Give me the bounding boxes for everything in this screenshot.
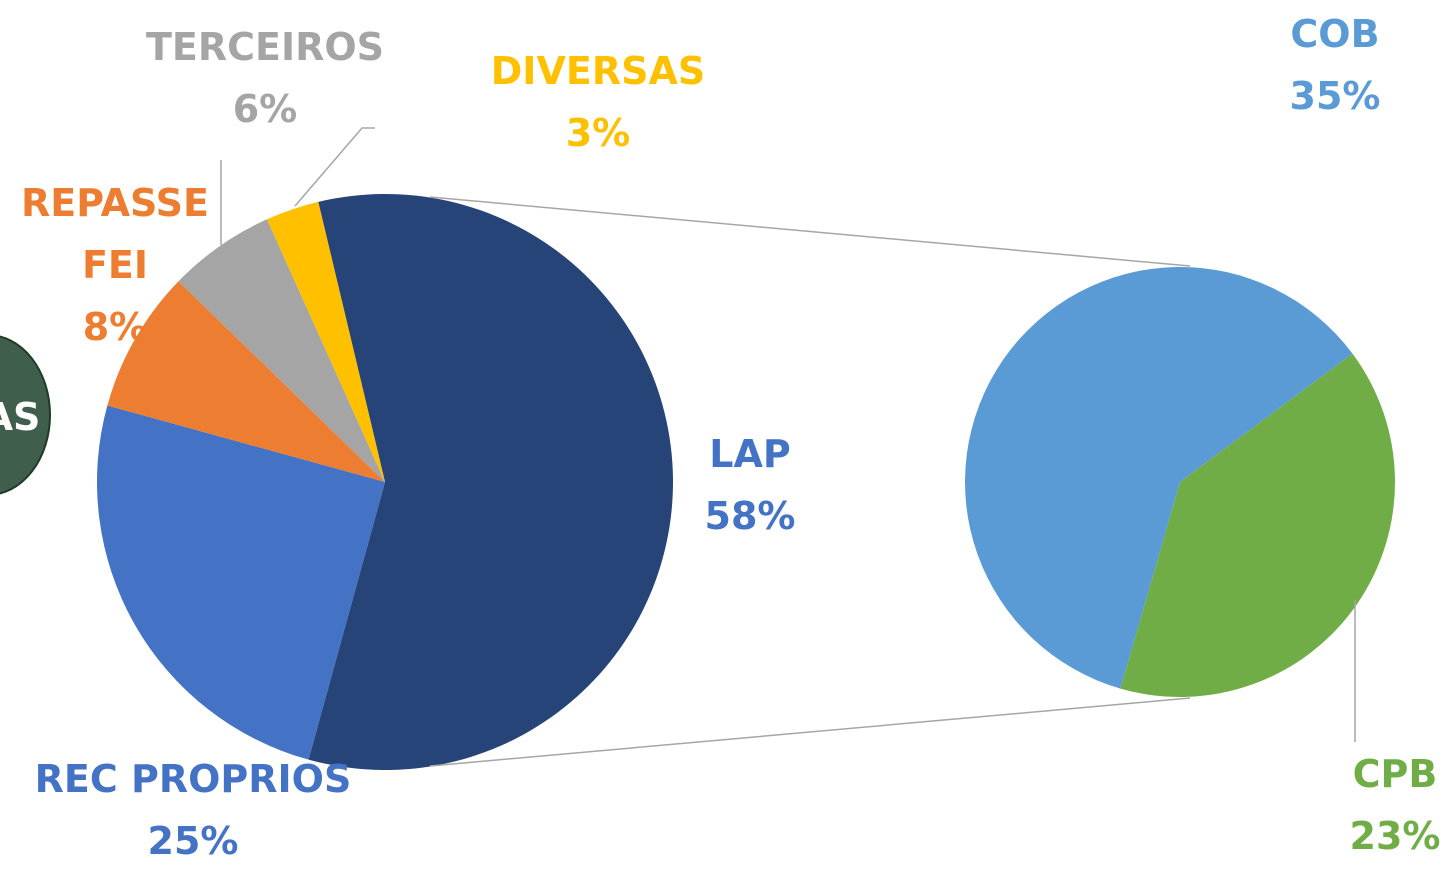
pie-slice bbox=[178, 219, 385, 483]
pie-slice bbox=[308, 193, 673, 770]
connector-line bbox=[429, 697, 1191, 767]
label-value: 23% bbox=[1349, 814, 1441, 858]
data-label: TERCEIROS 6% bbox=[105, 16, 425, 140]
pie-slice bbox=[97, 405, 386, 760]
data-label: DIVERSAS 3% bbox=[448, 40, 748, 164]
data-label: REPASSE FEI 8% bbox=[5, 172, 225, 358]
label-value: 6% bbox=[232, 87, 298, 131]
badge-label: AS bbox=[0, 395, 40, 439]
label-name: COB bbox=[1290, 12, 1380, 56]
label-name: TERCEIROS bbox=[145, 25, 385, 69]
connector-line bbox=[429, 196, 1191, 267]
label-name: DIVERSAS bbox=[490, 49, 706, 93]
label-value: 35% bbox=[1289, 74, 1381, 118]
label-name: CPB bbox=[1352, 752, 1438, 796]
label-value: 8% bbox=[82, 305, 148, 349]
pie-slice bbox=[1120, 353, 1395, 697]
label-name: LAP bbox=[709, 432, 791, 476]
pies bbox=[97, 193, 1395, 770]
label-value: 3% bbox=[565, 111, 631, 155]
label-name: REC PROPRIOS bbox=[34, 757, 352, 801]
pie-slice bbox=[266, 201, 385, 482]
data-label: CPB 23% bbox=[1295, 743, 1450, 867]
pie-slice bbox=[964, 266, 1353, 689]
label-value: 25% bbox=[147, 819, 239, 863]
leader-line bbox=[294, 127, 375, 207]
badge-shape bbox=[0, 335, 51, 495]
label-value: 58% bbox=[704, 494, 796, 538]
badge: AS bbox=[0, 335, 51, 495]
data-label: COB 35% bbox=[1235, 3, 1435, 127]
pie-slice bbox=[107, 281, 386, 482]
data-label: LAP 58% bbox=[650, 423, 850, 547]
label-name: REPASSE FEI bbox=[21, 181, 209, 287]
connectors bbox=[220, 127, 1356, 767]
data-label: REC PROPRIOS 25% bbox=[0, 748, 393, 872]
